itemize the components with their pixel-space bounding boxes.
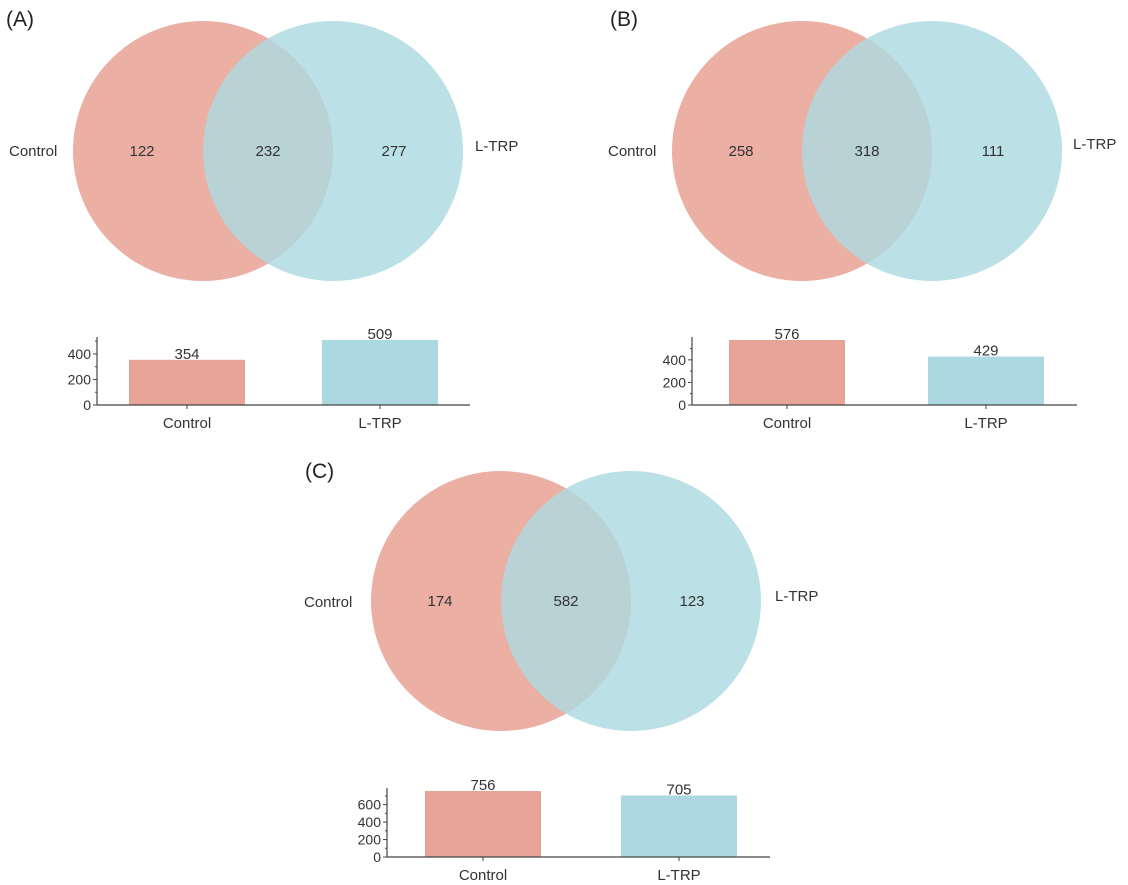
venn-circle-ltrp [501,471,761,731]
bar-ltrp [621,795,737,857]
category-label: L-TRP [964,415,1007,432]
count-control-only: 122 [129,143,154,160]
y-tick-label: 400 [663,352,687,368]
venn-circle-ltrp [203,21,463,281]
count-intersection: 318 [854,143,879,160]
bar-ltrp [322,340,438,405]
set-label-ltrp: L-TRP [1073,136,1116,153]
category-label: Control [763,415,811,432]
panel-3: (C) 174 582 123 Control L-TRP 756 Control 705 L-T… [304,460,818,884]
count-control-only: 258 [728,143,753,160]
count-control-only: 174 [427,593,452,610]
y-tick-label: 600 [358,797,382,813]
set-label-ltrp: L-TRP [475,138,518,155]
count-intersection: 582 [553,593,578,610]
set-label-control: Control [608,143,656,160]
y-tick-label: 0 [678,397,686,413]
category-label: L-TRP [657,867,700,884]
y-tick-label: 200 [663,374,687,390]
bar-value-label: 354 [174,346,199,363]
panel-2: (B) 258 318 111 Control L-TRP 576 Control 429 L-T… [608,8,1116,432]
bar-value-label: 576 [774,326,799,343]
bar-value-label: 509 [367,326,392,343]
set-label-control: Control [304,594,352,611]
bar-value-label: 756 [470,777,495,794]
bar-ltrp [928,356,1044,405]
set-label-control: Control [9,143,57,160]
y-tick-label: 400 [68,346,92,362]
y-tick-label: 200 [68,371,92,387]
panel-1: (A) 122 232 277 Control L-TRP 354 Control 509 L-T… [6,8,518,432]
count-intersection: 232 [255,143,280,160]
panel-label: (C) [305,460,334,483]
panel-label: (A) [6,8,34,31]
category-label: Control [163,415,211,432]
bar-control [729,340,845,405]
y-tick-label: 0 [373,849,381,865]
y-tick-label: 400 [358,814,382,830]
panel-label: (B) [610,8,638,31]
count-ltrp-only: 277 [381,143,406,160]
count-ltrp-only: 123 [679,593,704,610]
bar-control [129,359,245,405]
bar-value-label: 705 [666,781,691,798]
category-label: Control [459,867,507,884]
y-tick-label: 0 [83,397,91,413]
bar-chart: 576 Control 429 L-TRP 0 200 400 [663,326,1077,432]
y-tick-label: 200 [358,832,382,848]
count-ltrp-only: 111 [982,143,1005,160]
category-label: L-TRP [358,415,401,432]
bar-value-label: 429 [973,343,998,360]
venn-circle-ltrp [802,21,1062,281]
bar-control [425,791,541,857]
set-label-ltrp: L-TRP [775,588,818,605]
bar-chart: 354 Control 509 L-TRP 0 200 400 [68,326,470,432]
